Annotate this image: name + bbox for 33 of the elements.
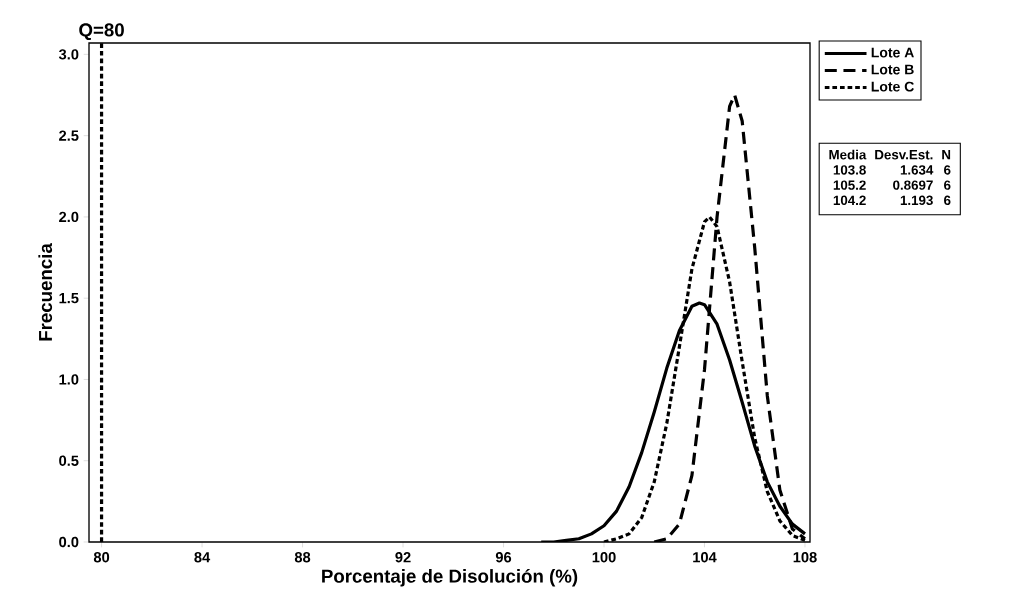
text: 105.2 <box>833 180 866 190</box>
legend-label: Lote A <box>871 47 914 58</box>
y-tick-label: 0.0 <box>59 536 79 548</box>
y-tick-label: 1.5 <box>59 293 79 304</box>
text: Media <box>829 149 867 160</box>
text: 1.193 <box>900 195 933 206</box>
text: 0.8697 <box>893 180 933 190</box>
text: 6 <box>944 165 951 175</box>
y-tick-label: 1.0 <box>59 374 79 385</box>
text: 6 <box>944 195 951 206</box>
x-tick-label: 84 <box>194 552 211 563</box>
x-tick-label: 88 <box>294 552 311 563</box>
y-axis-title: Frecuencia <box>38 243 53 341</box>
x-tick-label: 80 <box>93 552 110 563</box>
x-axis-title: Porcentaje de Disolución (%) <box>322 568 578 587</box>
legend-label: Lote C <box>871 81 914 92</box>
text: 103.8 <box>833 165 866 175</box>
y-tick-label: 2.5 <box>59 130 79 141</box>
legend-label: Lote B <box>871 64 914 75</box>
x-tick-label: 96 <box>495 552 512 563</box>
x-tick-label: 108 <box>793 552 817 563</box>
text: 104.2 <box>833 195 866 206</box>
text: Desv.Est. <box>875 150 933 160</box>
y-tick-label: 2.0 <box>59 211 79 223</box>
text: 1.634 <box>900 165 934 175</box>
x-tick-label: 104 <box>693 552 717 563</box>
text: N <box>942 150 951 160</box>
ref-line-label: Q=80 <box>79 23 124 41</box>
y-tick-label: 0.5 <box>59 455 79 466</box>
y-tick-label: 3.0 <box>58 49 79 60</box>
x-tick-label: 100 <box>592 552 616 563</box>
text: 6 <box>944 180 951 190</box>
x-tick-label: 92 <box>395 552 411 563</box>
